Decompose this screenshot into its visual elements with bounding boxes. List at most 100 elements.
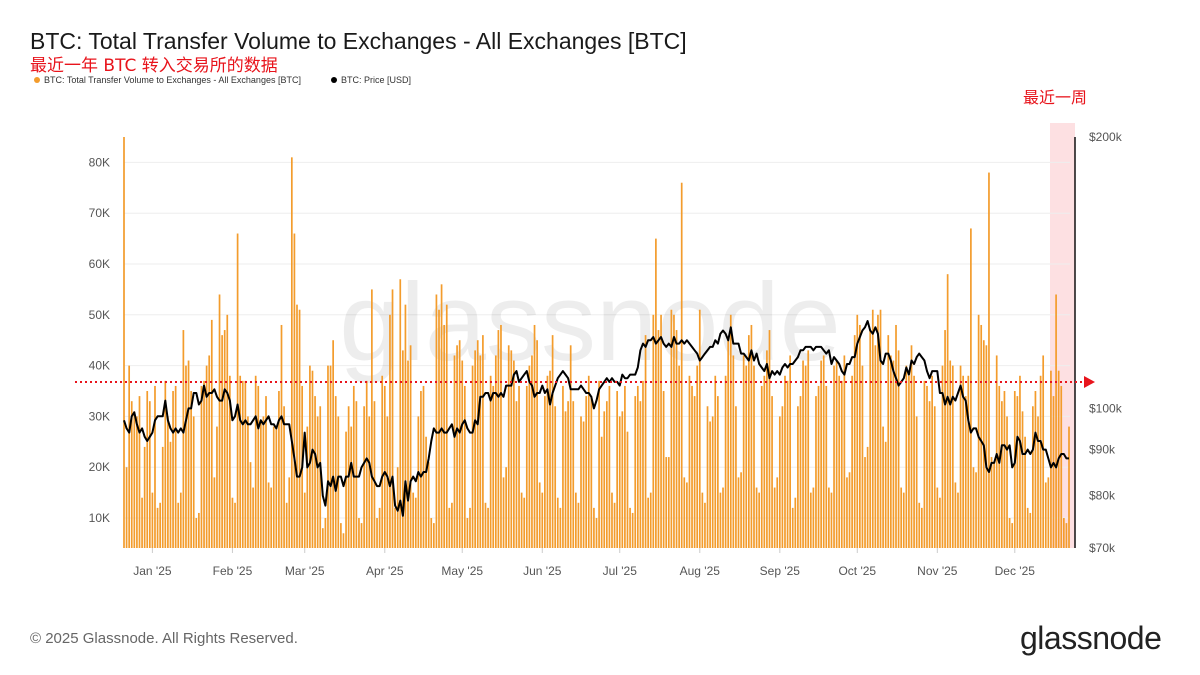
volume-bar — [492, 385, 495, 548]
volume-bar — [696, 365, 699, 548]
volume-bar — [159, 502, 161, 548]
volume-bar — [559, 507, 562, 548]
volume-bar — [332, 340, 334, 548]
x-tick-label: Oct '25 — [838, 564, 876, 578]
volume-bar — [745, 365, 748, 548]
volume-bar — [1013, 391, 1016, 548]
left-axis: 10K 20K 30K 40K 50K 60K 70K 80K — [89, 155, 110, 525]
volume-bar — [311, 370, 314, 548]
volume-bar — [678, 365, 680, 548]
legend-label-price: BTC: Price [USD] — [340, 75, 411, 85]
legend-item-volume[interactable]: BTC: Total Transfer Volume to Exchanges … — [34, 75, 301, 85]
volume-bar — [962, 375, 964, 548]
volume-bar — [130, 401, 133, 548]
volume-bar — [789, 355, 791, 548]
volume-bar — [167, 416, 169, 548]
volume-bar — [629, 507, 631, 548]
volume-bar — [980, 324, 983, 548]
volume-bar — [143, 446, 146, 548]
volume-bar — [252, 487, 254, 548]
legend-item-price[interactable]: BTC: Price [USD] — [330, 75, 411, 85]
volume-bar — [169, 441, 172, 548]
volume-bar — [350, 426, 353, 548]
volume-bar — [910, 345, 913, 548]
volume-bar — [151, 492, 154, 548]
volume-bar — [494, 355, 497, 548]
volume-bar — [399, 279, 402, 548]
volume-bar — [355, 401, 358, 548]
volume-bar — [714, 375, 717, 548]
volume-bar — [363, 406, 365, 548]
volume-bar — [259, 421, 262, 548]
volume-bar — [626, 431, 629, 548]
volume-bar — [719, 492, 722, 548]
volume-bar — [1016, 396, 1019, 548]
volume-bar — [895, 324, 897, 548]
volume-bar — [1052, 396, 1055, 548]
price-line — [123, 320, 1069, 517]
right-tick-label: $200k — [1089, 130, 1123, 144]
volume-bar — [1055, 294, 1057, 548]
volume-bar — [476, 340, 479, 548]
volume-bar — [541, 492, 544, 548]
volume-bar — [778, 416, 781, 548]
volume-bar — [507, 345, 510, 548]
volume-bar — [631, 512, 634, 548]
volume-bar — [624, 385, 626, 548]
volume-bar — [383, 385, 386, 548]
volume-bar — [278, 391, 280, 548]
volume-bar — [226, 314, 229, 548]
volume-bar — [848, 472, 851, 548]
volume-bar — [482, 335, 484, 548]
volume-bar — [667, 457, 670, 548]
volume-bar — [334, 396, 337, 548]
volume-bar — [758, 492, 761, 548]
x-tick-label: Jun '25 — [523, 564, 562, 578]
legend: BTC: Total Transfer Volume to Exchanges … — [34, 75, 411, 85]
volume-bar — [420, 391, 422, 548]
right-tick-label: $80k — [1089, 489, 1116, 503]
volume-bar — [489, 375, 492, 548]
volume-bar — [435, 294, 438, 548]
volume-bar — [786, 380, 789, 548]
volume-bar — [1034, 391, 1037, 548]
volume-bar — [838, 375, 841, 548]
volume-bar — [698, 309, 701, 548]
volume-bar — [600, 436, 603, 548]
volume-bar — [321, 528, 324, 548]
volume-bar — [569, 345, 572, 548]
volume-bar — [518, 385, 520, 548]
volume-bar — [732, 355, 735, 548]
volume-bar — [448, 507, 451, 548]
volume-bar — [187, 360, 190, 548]
volume-bar — [531, 355, 533, 548]
volume-bar — [182, 330, 185, 548]
volume-bar — [915, 416, 918, 548]
volume-bar — [825, 385, 828, 548]
volume-bar — [430, 518, 433, 548]
volume-bar — [128, 365, 131, 548]
volume-bar — [729, 314, 732, 548]
volume-bar — [1050, 370, 1052, 548]
volume-bar — [536, 340, 538, 548]
volume-bar — [856, 314, 859, 548]
reference-arrow-icon — [1084, 376, 1095, 388]
volume-bar — [1021, 411, 1024, 548]
volume-bar — [879, 309, 882, 548]
volume-bar — [141, 497, 143, 548]
volume-bar — [515, 401, 518, 548]
volume-bar — [655, 238, 657, 548]
volume-bar — [866, 446, 869, 548]
volume-bar — [391, 289, 394, 548]
volume-bar — [525, 385, 528, 548]
volume-bar — [954, 482, 957, 548]
volume-bar — [776, 477, 779, 548]
volume-bar — [652, 314, 655, 548]
volume-bar — [1032, 406, 1034, 548]
volume-bar — [376, 518, 378, 548]
x-axis: Jan '25 Feb '25 Mar '25 Apr '25 May '25 Jun '… — [133, 548, 1035, 578]
volume-bar — [709, 421, 711, 548]
volume-bar — [970, 228, 972, 548]
volume-bar — [551, 335, 554, 548]
